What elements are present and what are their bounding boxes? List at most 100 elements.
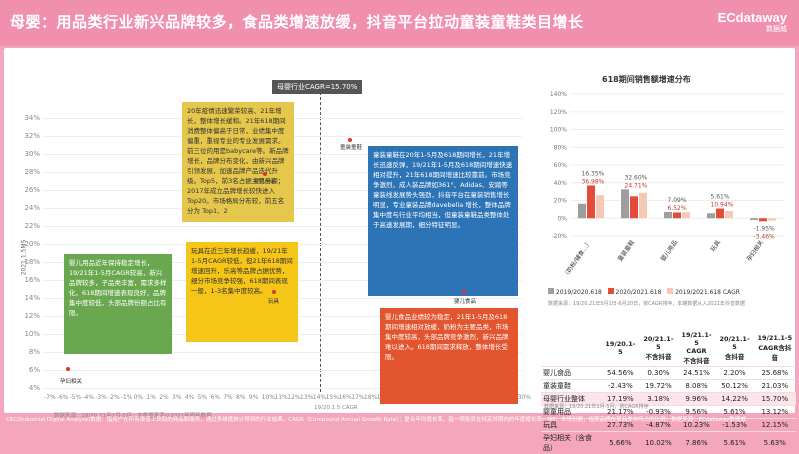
bar-data-label: 24.71% [625, 182, 648, 189]
bar-0-2 [596, 195, 604, 218]
x-tick-label: 15% [326, 394, 339, 401]
x-tick-label: 6% [210, 394, 220, 401]
y-tick-label: 16% [18, 276, 40, 284]
content-panel: 母婴行业CAGR=15.70% 2021.1.5MS 34%32%30%28%2… [4, 48, 795, 413]
x-tick-label: 3% [172, 394, 182, 401]
x-tick-label: -1% [121, 394, 133, 401]
table-row: 孕妇相关（含食品）5.66%10.02%7.86%5.61%5.63% [541, 432, 796, 454]
brand-logo: ECdataway 数据威 [718, 10, 787, 34]
x-tick-label: -5% [70, 394, 82, 401]
bar-3-2 [725, 211, 733, 218]
table-cell: 0.30% [639, 367, 677, 380]
x-tick-label: 14% [313, 394, 326, 401]
x-tick-label: 10% [262, 394, 275, 401]
bar-4-0 [750, 218, 758, 220]
legend-swatch-1 [548, 288, 554, 294]
bar-2-2 [682, 212, 690, 218]
bar-y-tick: 120% [550, 109, 567, 116]
table-cell: 婴儿食品 [541, 367, 601, 380]
table-cell: 7.86% [677, 432, 715, 454]
point-baby-products [263, 172, 267, 176]
table-cell: 15.70% [754, 393, 796, 406]
y-tick-label: 10% [18, 330, 40, 338]
bar-data-label: 10.94% [711, 202, 734, 209]
table-cell: 孕妇相关（含食品） [541, 432, 601, 454]
bar-data-label: 32.60% [625, 174, 648, 181]
table-cell: 25.68% [754, 367, 796, 380]
table-cell: 50.12% [716, 380, 754, 393]
table-cell: 5.66% [601, 432, 639, 454]
y-tick-label: 22% [18, 222, 40, 230]
y-tick-label: 18% [18, 258, 40, 266]
x-tick-label: 18% [364, 394, 377, 401]
x-tick-label: -2% [108, 394, 120, 401]
x-tick-label: 0% [134, 394, 144, 401]
y-tick-label: 28% [18, 168, 40, 176]
legend-label-3: 2019/2021.618 CAGR [675, 289, 740, 296]
bar-data-label: -3.46% [754, 233, 776, 240]
bar-y-tick: 0% [557, 215, 567, 222]
x-tick-label: 17% [351, 394, 364, 401]
x-tick-label: 4% [185, 394, 195, 401]
x-tick-label: 16% [338, 394, 351, 401]
brand-sub: 数据威 [718, 24, 787, 34]
bar-chart-svg: 140%120%100%80%60%40%20%0%-20%婴儿食品（奶粉/辅食… [542, 86, 792, 276]
point-label-maternal: 孕妇相关 [60, 377, 82, 385]
header-bar: 母婴：用品类行业新兴品牌较多，食品类增速放缓，抖音平台拉动童装童鞋类目增长 EC… [0, 0, 799, 46]
bar-0-1 [587, 185, 595, 218]
table-cell: 9.96% [677, 393, 715, 406]
x-tick-label: 2% [159, 394, 169, 401]
point-label-baby-food: 嬰儿食品 [454, 297, 476, 305]
table-cell: 8.08% [677, 380, 715, 393]
bar-0-0 [578, 204, 586, 219]
legend-label-1: 2019/2020.618 [556, 289, 602, 296]
bar-data-label: 7.09% [668, 197, 687, 204]
page-title: 母婴：用品类行业新兴品牌较多，食品类增速放缓，抖音平台拉动童装童鞋类目增长 [10, 11, 584, 32]
point-label-baby-products: 婴儿用品 [254, 177, 276, 185]
y-tick-label: 26% [18, 186, 40, 194]
table-header [541, 330, 601, 367]
point-label-toys: 玩具 [268, 297, 279, 305]
bar-category-label: 玩具 [710, 239, 723, 253]
x-tick-label: 7% [223, 394, 233, 401]
y-tick-label: 30% [18, 150, 40, 158]
bar-4-1 [759, 218, 767, 221]
legend-label-2: 2020/2021.618 [616, 289, 662, 296]
point-baby-food [462, 290, 466, 294]
bar-2-0 [664, 212, 672, 218]
cagr-tag: 母婴行业CAGR=15.70% [272, 80, 362, 94]
y-tick-label: 24% [18, 204, 40, 212]
note-kids-apparel: 童装童鞋在20年1-5月及618期间增长，21年增长迅速反弹，19/21年1-5… [368, 146, 518, 296]
bar-3-0 [707, 213, 715, 218]
table-row: 童装童鞋-2.43%19.72%8.08%50.12%21.03% [541, 380, 796, 393]
y-tick-label: 12% [18, 312, 40, 320]
point-label-kids-apparel: 童装童鞋 [340, 143, 362, 151]
x-tick-label: 1% [146, 394, 156, 401]
note-toys: 玩具在近三年增长趋缓，19/21年1-5月CAGR较低，但21年618期间增速回… [186, 242, 298, 342]
source-note-bar: 数据来源：19/20.21年5月1日-6月20日，依CAGR排序，本期数据从入2… [548, 300, 745, 307]
bar-y-tick: 60% [554, 162, 568, 169]
table-cell: 54.56% [601, 367, 639, 380]
table-cell: 14.22% [716, 393, 754, 406]
x-tick-label: 5% [198, 394, 208, 401]
bar-1-0 [621, 189, 629, 218]
footer-note: CEC(Industrial Digital Analyse)数据：指用户在所有… [6, 416, 786, 425]
x-tick-label: 30% [518, 394, 531, 401]
note-baby-products: 20年疫情迅速繁荣较高、21年增长，整体增长缓和。21年618期间消费整体偏高于… [182, 102, 294, 222]
table-cell: 童装童鞋 [541, 380, 601, 393]
table-cell: 10.02% [639, 432, 677, 454]
bar-y-tick: 40% [554, 180, 568, 187]
point-maternal [66, 367, 70, 371]
x-tick-label: 13% [300, 394, 313, 401]
scatter-chart: 母婴行业CAGR=15.70% 2021.1.5MS 34%32%30%28%2… [14, 54, 534, 404]
bar-1-2 [639, 193, 647, 218]
bar-chart: 618期间销售额增速分布 140%120%100%80%60%40%20%0%-… [542, 72, 792, 302]
legend-swatch-3 [667, 288, 673, 294]
y-tick-label: 20% [18, 240, 40, 248]
bar-data-label: 16.35% [582, 170, 605, 177]
bar-data-label: 6.52% [668, 205, 687, 212]
